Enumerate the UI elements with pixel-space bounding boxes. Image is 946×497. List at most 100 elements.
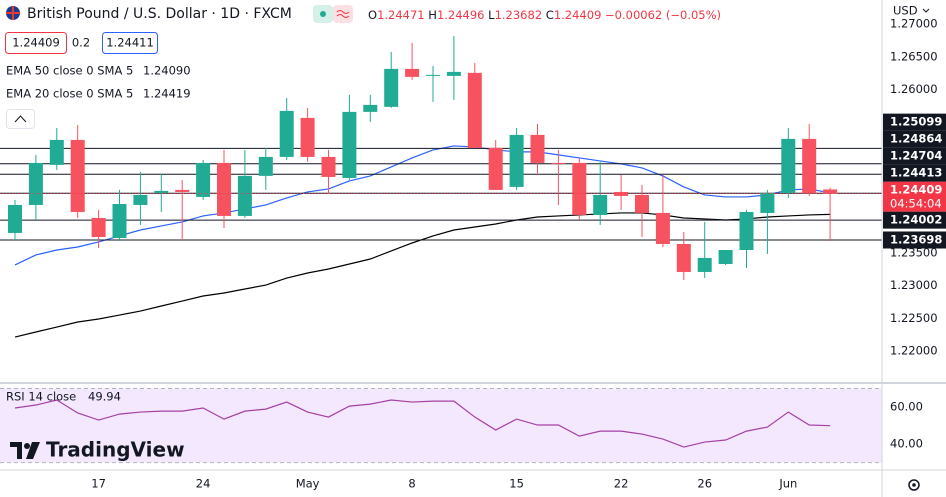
y-tick-label: 40.00	[890, 437, 923, 451]
candle-body	[300, 117, 315, 157]
brand-logo: TradingView	[10, 438, 185, 462]
ohlc-value: 1.24471	[377, 8, 425, 22]
candle-body	[739, 211, 754, 250]
candle-body	[237, 175, 252, 216]
candle-body	[91, 217, 106, 237]
candle-body	[8, 204, 22, 233]
candle-body	[405, 68, 420, 77]
candle-body	[697, 257, 712, 272]
ohlc-prefix: O	[368, 8, 377, 22]
price-label: 1.24413	[890, 166, 942, 180]
legend-name: EMA 50 close 0 SMA 5	[6, 64, 133, 78]
countdown: 04:54:04	[890, 197, 942, 211]
ohlc-prefix: C	[546, 8, 554, 22]
legend-value: 1.24419	[143, 87, 191, 101]
price-label-box	[883, 231, 946, 249]
y-tick-label: 1.27000	[890, 17, 938, 31]
candle-body	[175, 189, 190, 192]
brand-name: TradingView	[46, 438, 185, 462]
price-label-box	[883, 113, 946, 131]
logo-part	[10, 442, 22, 459]
candle-body	[196, 162, 211, 197]
candle-body	[279, 110, 294, 157]
collapse-icon	[14, 115, 27, 123]
toggle-button[interactable]	[333, 5, 353, 23]
candle-body	[676, 243, 691, 272]
rsi-legend-name: RSI 14 close	[6, 390, 76, 404]
rsi-line	[14, 399, 831, 448]
ema-line	[14, 145, 831, 266]
price-label-box	[883, 164, 946, 182]
candle-body	[823, 189, 838, 194]
x-tick-label: 15	[509, 477, 524, 491]
spread: 0.2	[72, 36, 90, 50]
currency-label: USD	[893, 4, 918, 18]
candle-body	[572, 162, 587, 215]
x-tick-label: Jun	[778, 477, 797, 491]
sell-button[interactable]	[5, 32, 67, 54]
y-tick-label: 1.22500	[890, 311, 938, 325]
ohlc-value: 1.24409	[554, 8, 602, 22]
candle-body	[154, 190, 169, 193]
candle-body	[655, 212, 670, 244]
plot-layer	[0, 35, 882, 464]
y-tick-label: 1.26000	[890, 82, 938, 96]
y-tick-label: 1.26500	[890, 49, 938, 63]
currency-chevron	[922, 8, 930, 13]
flag-cross	[6, 6, 20, 20]
ohlc-prefix: H	[428, 8, 437, 22]
candle-body	[760, 192, 775, 213]
price-label: 1.23698	[890, 232, 942, 246]
price-label: 1.24002	[890, 213, 942, 227]
logo-part	[24, 443, 30, 449]
price-label: 1.24864	[890, 132, 942, 146]
candle-body	[49, 139, 64, 165]
candle-body	[781, 138, 796, 193]
toggle-icon	[320, 11, 326, 17]
y-tick-label: 1.23500	[890, 245, 938, 259]
candle-body	[446, 71, 461, 76]
bid-price: 1.24409	[12, 36, 60, 50]
candle-body	[384, 68, 399, 107]
candle-body	[342, 111, 357, 178]
candle-body	[551, 162, 566, 164]
x-tick-label: 26	[697, 477, 712, 491]
price-label-box	[883, 211, 946, 229]
chart-title: British Pound / U.S. Dollar · 1D · FXCM	[27, 6, 292, 22]
settings-button[interactable]	[908, 479, 920, 491]
x-tick-label: 8	[408, 477, 415, 491]
x-tick-label: 17	[91, 477, 106, 491]
price-label-box	[883, 147, 946, 165]
price-label: 1.24704	[890, 149, 942, 163]
y-tick-label: 60.00	[890, 400, 923, 414]
price-label: 1.25099	[890, 115, 942, 129]
ohlc-value: 1.24496	[437, 8, 485, 22]
ohlc-prefix: L	[488, 8, 495, 22]
candle-body	[70, 139, 85, 212]
rsi-legend-value: 49.94	[88, 390, 121, 404]
price-label: 1.24409	[890, 183, 942, 197]
ask-price: 1.24411	[106, 36, 154, 50]
candle-body	[217, 162, 231, 216]
y-tick-label: 1.23000	[890, 278, 938, 292]
x-tick-label: 24	[196, 477, 211, 491]
candle-body	[593, 194, 608, 215]
x-tick-label: May	[296, 477, 320, 491]
change-value: −0.00062 (−0.05%)	[605, 8, 721, 22]
candle-body	[321, 156, 336, 177]
candle-body	[426, 74, 440, 76]
candle-body	[488, 147, 503, 190]
settings-icon	[912, 483, 916, 487]
ohlc-readout: O1.24471 H1.24496 L1.23682 C1.24409 −0.0…	[368, 8, 721, 22]
buy-button[interactable]	[102, 32, 158, 54]
candle-body	[509, 134, 524, 187]
toggle-icon	[336, 10, 350, 18]
candle-body	[635, 194, 649, 213]
candle-body	[467, 72, 482, 148]
candle-body	[133, 194, 148, 205]
legend-value: 1.24090	[143, 64, 191, 78]
x-tick-label: 22	[614, 477, 629, 491]
collapse-button[interactable]	[6, 109, 35, 129]
ema-line	[14, 212, 831, 338]
